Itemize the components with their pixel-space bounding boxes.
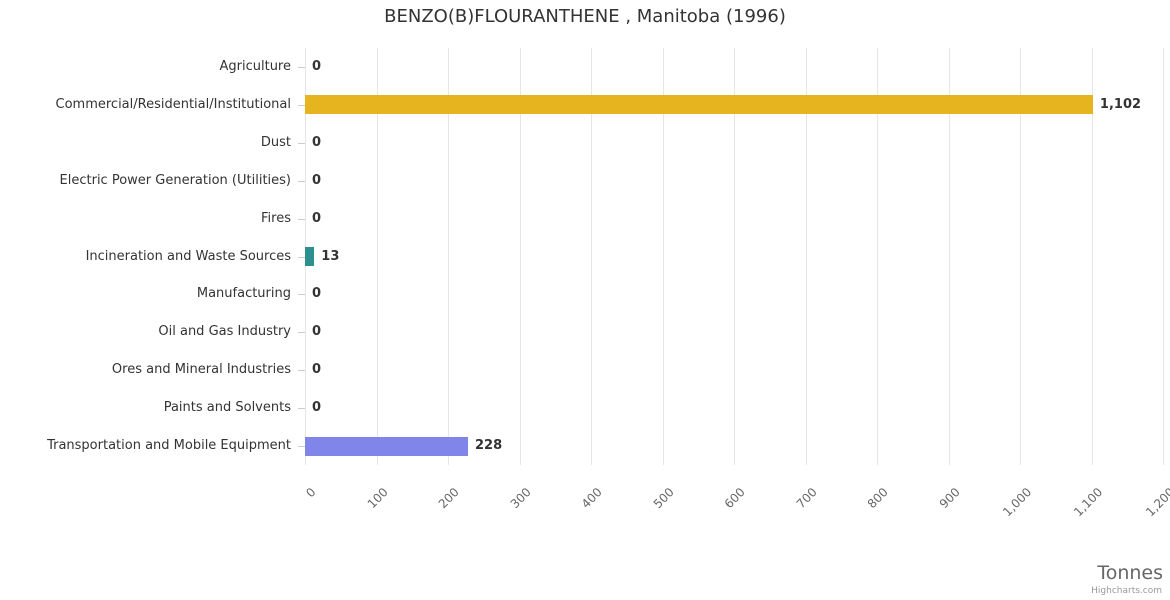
gridline	[1163, 48, 1164, 465]
category-label: Oil and Gas Industry	[158, 324, 291, 340]
gridline	[519, 48, 521, 465]
bar-value-label: 0	[312, 58, 322, 74]
bar-value-label: 0	[312, 172, 322, 188]
category-tick	[298, 408, 305, 410]
x-axis-tick-label: 900	[936, 485, 963, 512]
category-tick	[298, 218, 305, 220]
gridline	[877, 48, 878, 465]
bar[interactable]	[305, 247, 315, 266]
category-tick	[298, 180, 305, 182]
gridline	[805, 48, 807, 465]
category-label: Fires	[261, 210, 291, 226]
bar-value-label: 13	[321, 248, 340, 264]
gridline	[376, 48, 378, 465]
x-axis-tick-label: 1,000	[999, 485, 1034, 520]
category-label: Commercial/Residential/Institutional	[55, 96, 292, 112]
gridline	[1091, 48, 1093, 465]
chart-title: BENZO(B)FLOURANTHENE , Manitoba (1996)	[384, 6, 786, 27]
category-tick	[298, 332, 305, 334]
x-axis-tick-label: 1,100	[1071, 485, 1106, 520]
x-axis-tick-label: 1,200	[1142, 485, 1170, 520]
gridline	[591, 48, 592, 465]
bar-value-label: 0	[312, 324, 322, 340]
category-tick	[298, 446, 305, 448]
category-label: Ores and Mineral Industries	[111, 362, 291, 378]
category-tick	[298, 256, 305, 258]
x-axis-tick-label: 600	[721, 485, 748, 512]
x-axis-tick-label: 400	[578, 485, 605, 512]
bar-value-label: 1,102	[1099, 96, 1142, 112]
bar-value-label: 0	[312, 286, 322, 302]
category-tick	[298, 104, 305, 106]
x-axis-title: Tonnes	[1097, 562, 1163, 584]
category-label: Dust	[260, 134, 291, 150]
x-axis-tick-label: 300	[507, 485, 534, 512]
category-label: Electric Power Generation (Utilities)	[59, 172, 291, 188]
bar-value-label: 0	[312, 134, 322, 150]
bar-value-label: 0	[312, 210, 322, 226]
bar-value-label: 0	[312, 400, 322, 416]
x-axis-tick-label: 800	[864, 485, 891, 512]
category-label: Transportation and Mobile Equipment	[47, 438, 291, 454]
x-axis-tick-label: 100	[364, 485, 391, 512]
bar-value-label: 0	[312, 362, 322, 378]
x-axis-tick-label: 500	[650, 485, 677, 512]
category-label: Paints and Solvents	[163, 400, 291, 416]
category-tick	[298, 142, 305, 144]
highcharts-credit-link[interactable]: Highcharts.com	[1091, 586, 1162, 596]
category-tick	[298, 370, 305, 372]
gridline	[948, 48, 950, 465]
bar[interactable]	[305, 436, 469, 456]
gridline	[662, 48, 664, 465]
gridline	[448, 48, 449, 465]
x-axis-tick-label: 200	[435, 485, 462, 512]
x-axis-tick-label: 0	[303, 485, 319, 501]
x-axis-tick-label: 700	[793, 485, 820, 512]
category-tick	[298, 66, 305, 68]
category-label: Incineration and Waste Sources	[85, 248, 291, 264]
gridline	[734, 48, 735, 465]
category-label: Agriculture	[219, 58, 292, 74]
category-label: Manufacturing	[196, 286, 291, 302]
bar-value-label: 228	[475, 438, 503, 454]
category-tick	[298, 294, 305, 296]
gridline	[1020, 48, 1021, 465]
bar[interactable]	[305, 95, 1093, 115]
